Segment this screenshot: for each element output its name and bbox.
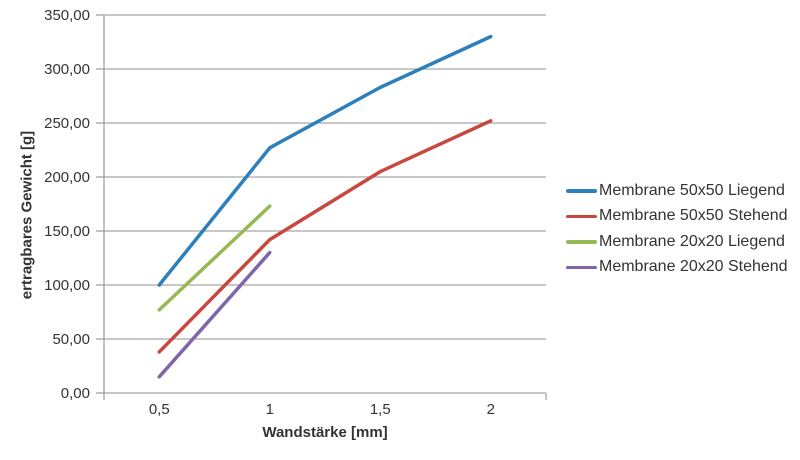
y-tick-label: 0,00 (61, 385, 90, 402)
y-tick-label: 300,00 (44, 61, 90, 78)
legend-label: Membrane 50x50 Stehend (599, 207, 788, 225)
y-tick-label: 150,00 (44, 223, 90, 240)
legend-item: Membrane 20x20 Liegend (566, 229, 788, 255)
legend-item: Membrane 20x20 Stehend (566, 255, 788, 281)
y-tick-label: 200,00 (44, 169, 90, 186)
x-axis-title: Wandstärke [mm] (262, 424, 388, 441)
legend-line-marker (566, 240, 597, 244)
legend-line-marker (566, 265, 597, 269)
legend-label: Membrane 50x50 Liegend (599, 181, 785, 199)
legend-line-marker (566, 214, 597, 218)
x-tick-label: 1 (266, 401, 274, 418)
legend-item: Membrane 50x50 Liegend (566, 178, 788, 204)
legend-line-marker (566, 189, 597, 193)
series-line-4 (157, 250, 272, 379)
legend: Membrane 50x50 Liegend Membrane 50x50 Ste… (566, 178, 788, 280)
y-axis-title: ertragbares Gewicht [g] (18, 130, 36, 300)
x-tick-label: 2 (487, 401, 495, 418)
y-tick-label: 350,00 (44, 7, 90, 24)
legend-label: Membrane 20x20 Stehend (599, 258, 788, 276)
series-line-1 (157, 34, 493, 287)
legend-item: Membrane 50x50 Stehend (566, 204, 788, 230)
x-tick-label: 1,5 (370, 401, 391, 418)
y-tick-label: 250,00 (44, 115, 90, 132)
legend-label: Membrane 20x20 Liegend (599, 232, 785, 250)
y-tick-label: 50,00 (52, 331, 90, 348)
series-line-2 (157, 119, 493, 354)
y-tick-label: 100,00 (44, 277, 90, 294)
x-tick-label: 0,5 (149, 401, 170, 418)
series-line-3 (157, 204, 272, 312)
